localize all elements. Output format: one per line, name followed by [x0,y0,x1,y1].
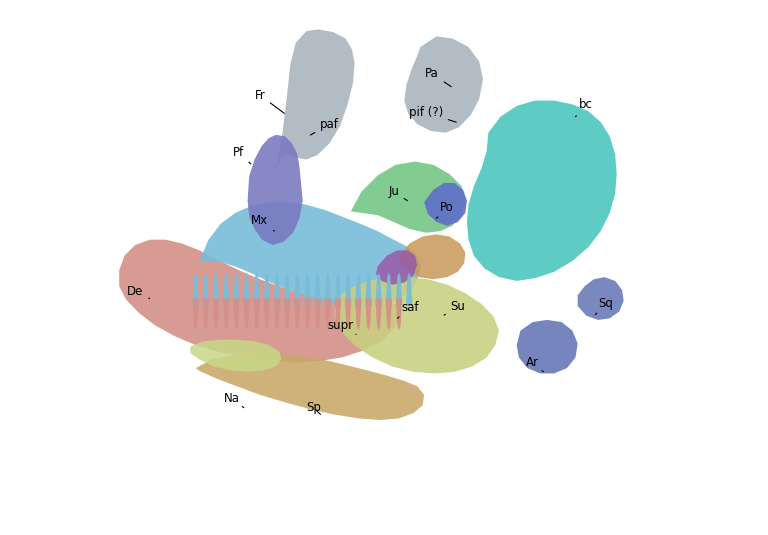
Polygon shape [200,202,420,308]
Polygon shape [243,299,250,330]
Polygon shape [247,135,303,245]
Polygon shape [233,299,240,330]
Polygon shape [345,299,352,330]
Polygon shape [273,299,280,330]
Polygon shape [325,272,331,306]
Text: Na: Na [223,392,243,408]
Polygon shape [386,299,392,330]
Text: Mx: Mx [251,214,274,231]
Polygon shape [253,272,260,306]
Polygon shape [294,299,300,330]
Polygon shape [223,299,230,330]
Polygon shape [335,299,341,330]
Polygon shape [263,299,270,330]
Polygon shape [119,240,399,363]
Text: paf: paf [310,118,339,135]
Polygon shape [304,299,311,330]
Polygon shape [253,299,260,330]
Polygon shape [213,272,219,306]
Polygon shape [376,250,417,285]
Polygon shape [376,272,382,306]
Polygon shape [366,299,372,330]
Text: Ju: Ju [388,185,407,201]
Polygon shape [294,272,300,306]
Polygon shape [335,272,341,306]
Polygon shape [396,272,402,306]
Polygon shape [424,183,467,226]
Polygon shape [335,277,499,373]
Text: Pf: Pf [233,146,251,164]
Polygon shape [376,299,382,330]
Polygon shape [193,272,199,306]
Polygon shape [304,272,311,306]
Polygon shape [467,101,617,281]
Text: Po: Po [436,201,454,218]
Polygon shape [284,272,290,306]
Polygon shape [273,272,280,306]
Polygon shape [325,299,331,330]
Text: Su: Su [444,300,465,315]
Polygon shape [404,36,483,133]
Polygon shape [284,299,290,330]
Text: supr: supr [327,319,356,334]
Polygon shape [355,272,362,306]
Text: De: De [127,285,150,299]
Polygon shape [517,320,578,373]
Polygon shape [263,272,270,306]
Polygon shape [406,272,412,306]
Polygon shape [314,272,321,306]
Polygon shape [193,299,199,330]
Text: Sp: Sp [306,401,321,414]
Polygon shape [223,272,230,306]
Polygon shape [190,340,281,372]
Polygon shape [578,277,624,320]
Polygon shape [366,272,372,306]
Polygon shape [213,299,219,330]
Polygon shape [269,29,355,225]
Polygon shape [386,272,392,306]
Polygon shape [314,299,321,330]
Text: saf: saf [397,301,419,318]
Polygon shape [196,354,424,420]
Text: Sq: Sq [595,297,614,315]
Polygon shape [396,299,402,330]
Polygon shape [203,299,209,330]
Text: Ar: Ar [526,356,544,372]
Polygon shape [345,272,352,306]
Polygon shape [399,234,465,279]
Polygon shape [243,272,250,306]
Text: Fr: Fr [254,89,284,113]
Text: bc: bc [575,98,593,117]
Polygon shape [203,272,209,306]
Polygon shape [351,162,465,233]
Text: Pa: Pa [425,67,452,87]
Text: pif (?): pif (?) [409,106,456,122]
Polygon shape [233,272,240,306]
Polygon shape [355,299,362,330]
